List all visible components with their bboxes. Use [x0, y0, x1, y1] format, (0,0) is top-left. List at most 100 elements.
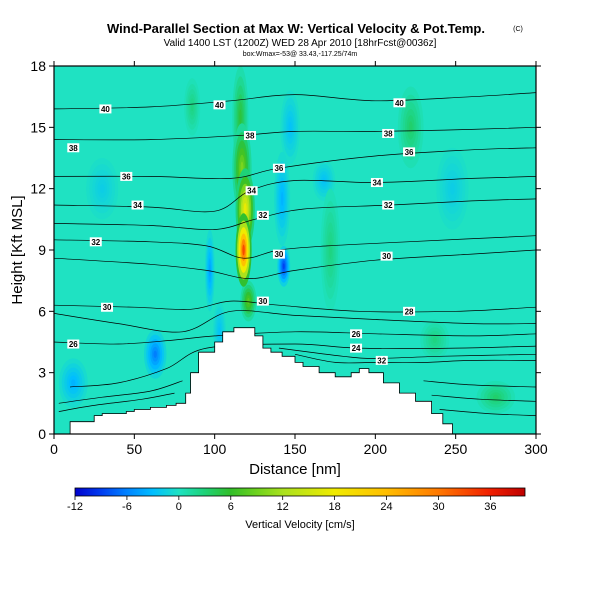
updraft-cell: [184, 78, 201, 136]
colorbar-tick-label: 24: [380, 501, 392, 513]
y-tick-label: 6: [38, 303, 46, 319]
chart-title: Wind-Parallel Section at Max W: Vertical…: [107, 21, 485, 36]
contour-label-text: 34: [247, 187, 256, 196]
y-axis-label: Height [Kft MSL]: [9, 195, 26, 304]
theta-contour: [54, 249, 536, 279]
contour-label-box: [403, 147, 416, 157]
colorbar-tick-label: 12: [277, 501, 289, 513]
contour-label: 36: [403, 147, 416, 157]
contour-label: 32: [89, 237, 102, 247]
contour-label-text: 36: [405, 148, 414, 157]
contour-label: 36: [272, 163, 285, 173]
y-tick-label: 12: [30, 181, 46, 197]
x-axis-label: Distance [nm]: [249, 461, 341, 478]
contour-label-text: 34: [133, 201, 142, 210]
contour-label-box: [380, 251, 393, 261]
velocity-shade: [239, 109, 242, 125]
downdraft-cell: [436, 147, 469, 230]
contour-label-box: [382, 128, 395, 138]
contour-label-text: 32: [258, 211, 267, 220]
x-axis: 0 50 100 150 200 250 300: [50, 61, 548, 457]
colorbar-label: Vertical Velocity [cm/s]: [245, 519, 354, 531]
contour-label-box: [99, 104, 112, 114]
theta-contour: [54, 198, 536, 231]
colorbar-tick-label: 36: [484, 501, 496, 513]
contour-label-text: 40: [215, 101, 224, 110]
downdraft-cell: [205, 229, 215, 312]
contour-label: 40: [213, 100, 226, 110]
contour-label-box: [370, 178, 383, 188]
contour-label: 32: [375, 355, 388, 365]
velocity-shade: [247, 298, 250, 305]
contour-label-box: [131, 200, 144, 210]
contour-label: 38: [67, 143, 80, 153]
velocity-shade: [99, 184, 105, 194]
theta-contour: [54, 331, 536, 345]
contour-label-box: [101, 302, 114, 312]
contour-label-text: 36: [274, 164, 283, 173]
contour-label: 38: [244, 131, 257, 141]
velocity-shade: [408, 121, 413, 134]
colorbar-gradient: [74, 487, 526, 497]
updraft-cell: [420, 319, 450, 361]
contour-label-layer: 40 40 40 38 38 38 36 36 36 34 34 34 32 32 32 30 30 30 30 28…: [67, 98, 416, 365]
y-tick-label: 15: [30, 119, 46, 135]
x-tick-label: 200: [364, 441, 388, 457]
colorbar-tick-label: -12: [67, 501, 83, 513]
colorbar-tick-label: 30: [432, 501, 444, 513]
theta-contour: [423, 380, 536, 388]
velocity-shade: [328, 240, 332, 260]
contour-label-text: 30: [382, 252, 391, 261]
theta-contour: [54, 92, 536, 110]
x-tick-label: 50: [127, 441, 143, 457]
colorbar-ticks: -12 -6 0 6 12 18 24 30 36: [67, 496, 497, 513]
theta-contour: [58, 392, 175, 412]
contour-label-box: [350, 343, 363, 353]
contour-label: 32: [382, 200, 395, 210]
contour-label-box: [403, 306, 416, 316]
contour-label-text: 38: [69, 144, 78, 153]
contour-label-box: [393, 98, 406, 108]
contour-label: 30: [380, 251, 393, 261]
contour-label: 30: [101, 302, 114, 312]
x-tick-label: 150: [283, 441, 307, 457]
contour-label: 34: [131, 200, 144, 210]
contour-label-box: [272, 163, 285, 173]
contour-label-text: 26: [69, 340, 78, 349]
contour-label-text: 30: [258, 297, 267, 306]
contour-label-box: [213, 100, 226, 110]
velocity-shade: [282, 263, 285, 270]
contour-label: 40: [99, 104, 112, 114]
contour-label: 26: [67, 339, 80, 349]
theta-contour: [54, 176, 536, 213]
velocity-shade: [242, 244, 245, 256]
contour-label-box: [244, 131, 257, 141]
velocity-shade: [492, 394, 499, 400]
y-tick-label: 3: [38, 365, 46, 381]
chart-title-mark: (C): [513, 26, 523, 33]
velocity-shade: [71, 379, 76, 387]
theta-contour: [54, 126, 536, 141]
velocity-shade: [190, 102, 194, 112]
chart-subtitle: Valid 1400 LST (1200Z) WED 28 Apr 2010 […: [164, 38, 437, 49]
contour-label-text: 32: [377, 356, 386, 365]
plot-area: 40 40 40 38 38 38 36 36 36 34 34 34 32 32 32 30 30 30 30 28…: [53, 65, 537, 435]
contour-label: 24: [350, 343, 363, 353]
downdraft-cell: [58, 358, 88, 408]
contour-label-box: [375, 355, 388, 365]
colorbar-tick-label: 18: [328, 501, 340, 513]
contour-label: 30: [272, 249, 285, 259]
theta-contour: [58, 380, 183, 404]
velocity-shade: [218, 327, 221, 337]
contour-label: 26: [350, 329, 363, 339]
x-tick-label: 300: [524, 441, 548, 457]
updraft-cell: [235, 213, 252, 287]
velocity-shade: [280, 191, 284, 206]
colorbar-tick-label: -6: [122, 501, 132, 513]
contour-label-box: [350, 329, 363, 339]
contour-label-box: [272, 249, 285, 259]
colorbar-tick-label: 6: [228, 501, 234, 513]
theta-contour: [54, 310, 536, 333]
